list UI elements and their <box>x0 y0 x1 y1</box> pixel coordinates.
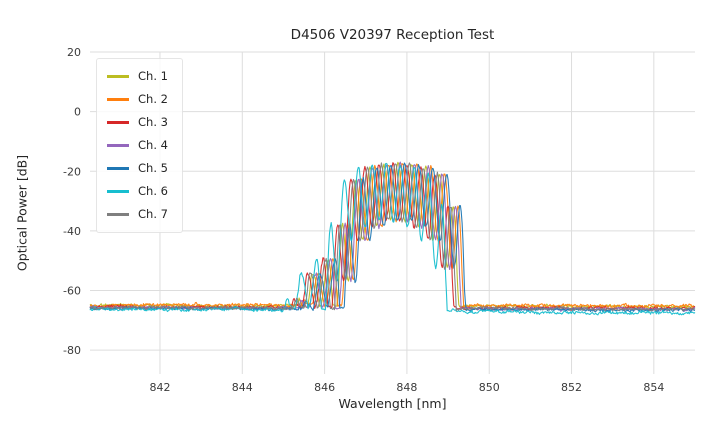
legend-item-4: Ch. 4 <box>107 134 168 157</box>
legend-item-7: Ch. 7 <box>107 203 168 226</box>
legend-label: Ch. 4 <box>138 137 168 152</box>
legend-swatch-icon <box>107 75 129 78</box>
legend-label: Ch. 3 <box>138 114 168 129</box>
legend-label: Ch. 1 <box>138 68 168 83</box>
chart-title: D4506 V20397 Reception Test <box>290 27 495 43</box>
y-tick-label: -20 <box>63 165 81 178</box>
series-line-2 <box>89 162 696 309</box>
legend-item-3: Ch. 3 <box>107 111 168 134</box>
series-line-7 <box>89 162 696 312</box>
y-tick-label: -80 <box>63 344 81 357</box>
legend-item-6: Ch. 6 <box>107 180 168 203</box>
y-axis-label: Optical Power [dB] <box>14 154 30 272</box>
x-axis-label: Wavelength [nm] <box>338 396 447 411</box>
y-tick-label: 0 <box>74 106 81 119</box>
legend-swatch-icon <box>107 213 129 216</box>
legend-label: Ch. 7 <box>138 206 168 221</box>
x-tick-label: 848 <box>396 381 417 394</box>
legend-swatch-icon <box>107 121 129 124</box>
x-tick-label: 852 <box>561 381 582 394</box>
legend-label: Ch. 2 <box>138 91 168 106</box>
y-tick-label: -60 <box>63 285 81 298</box>
legend-item-1: Ch. 1 <box>107 65 168 88</box>
x-tick-label: 842 <box>149 381 170 394</box>
legend-item-2: Ch. 2 <box>107 88 168 111</box>
x-tick-label: 850 <box>479 381 500 394</box>
legend-label: Ch. 5 <box>138 160 168 175</box>
x-tick-label: 854 <box>643 381 664 394</box>
x-tick-label: 844 <box>232 381 253 394</box>
legend-swatch-icon <box>107 144 129 147</box>
y-tick-label: 20 <box>67 46 81 59</box>
legend-swatch-icon <box>107 190 129 193</box>
legend: Ch. 1 Ch. 2 Ch. 3 Ch. 4 Ch. 5 Ch. 6 Ch. 7 <box>96 58 183 233</box>
legend-item-5: Ch. 5 <box>107 157 168 180</box>
legend-label: Ch. 6 <box>138 183 168 198</box>
y-tick-label: -40 <box>63 225 81 238</box>
legend-swatch-icon <box>107 98 129 101</box>
legend-swatch-icon <box>107 167 129 170</box>
x-tick-label: 846 <box>314 381 335 394</box>
